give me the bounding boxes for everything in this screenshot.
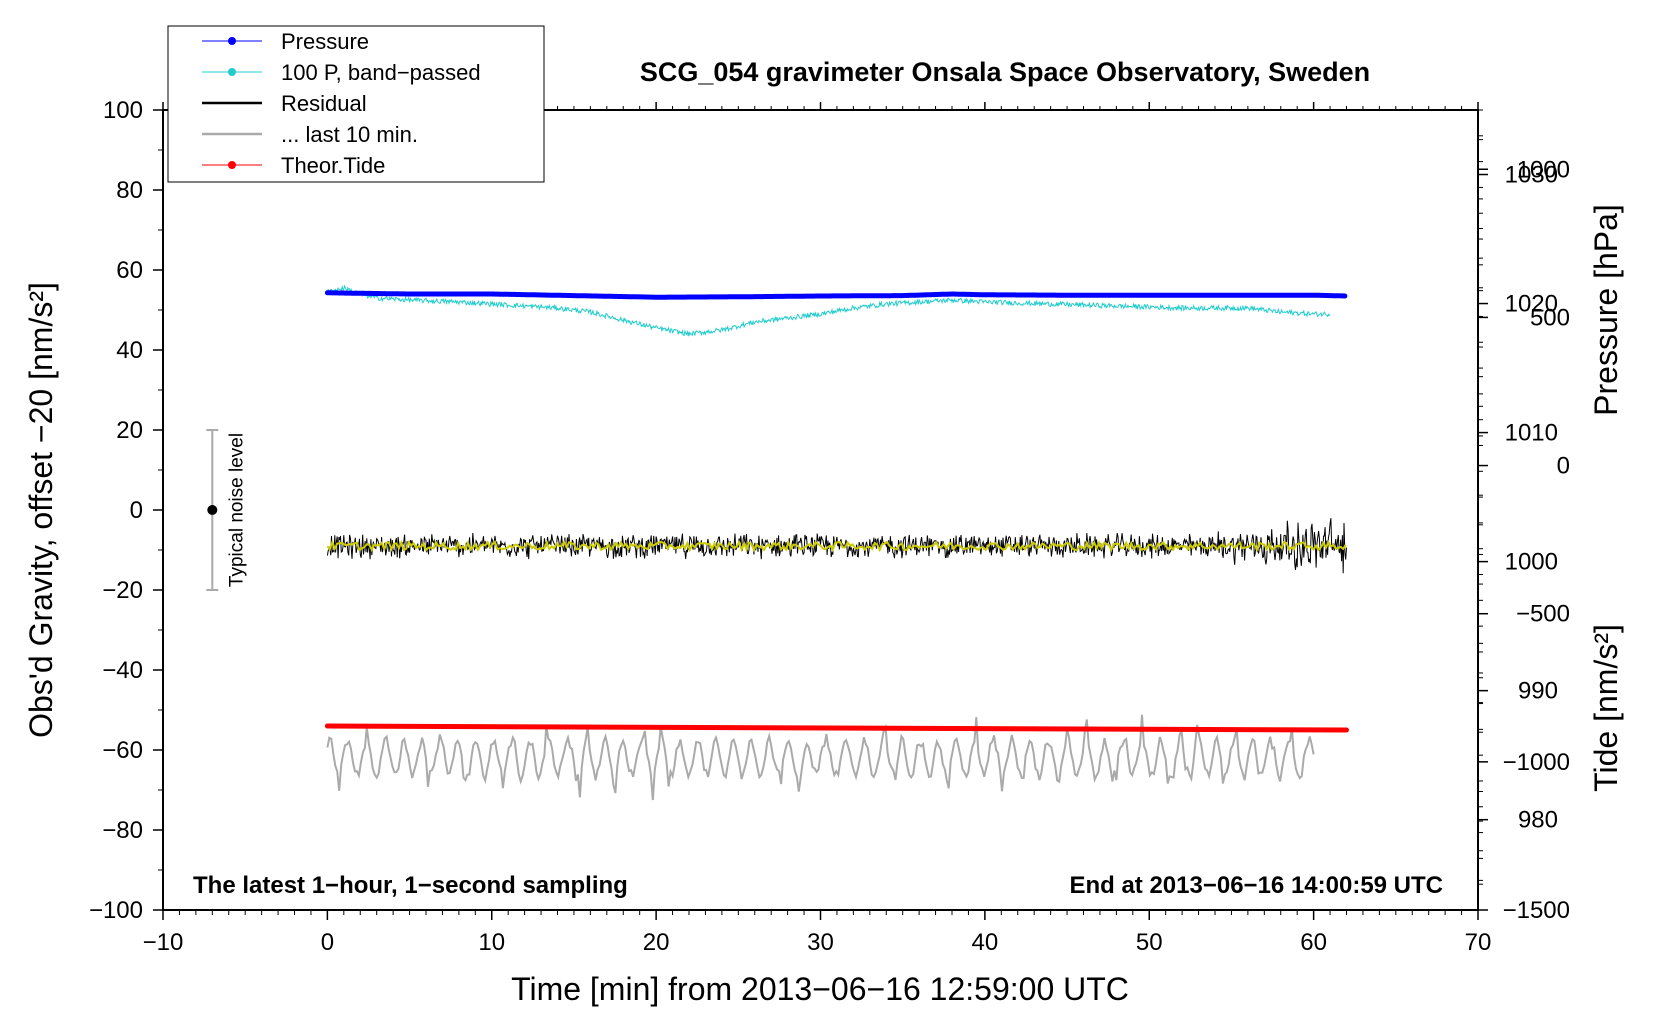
series-residual [326, 518, 1347, 574]
x-axis-ticks: −10 0 10 20 30 40 50 60 70 [143, 102, 1492, 956]
pressure-axis-title: Pressure [hPa] [1588, 204, 1624, 416]
series-pressure [324, 290, 1348, 300]
legend-swatch-dot [228, 68, 236, 76]
x-tick-label: 10 [478, 929, 505, 956]
y-tick-label: −80 [102, 817, 143, 844]
x-axis-title: Time [min] from 2013−06−16 12:59:00 UTC [511, 971, 1129, 1007]
legend-label: ... last 10 min. [281, 122, 418, 147]
series-last-10-min [326, 714, 1315, 801]
y-tick-label: 0 [130, 497, 143, 524]
y-tick-label: −40 [102, 657, 143, 684]
end-time-note: End at 2013−06−16 14:00:59 UTC [1069, 872, 1443, 899]
tide-tick-label: −500 [1516, 601, 1570, 628]
plot-frame [162, 109, 1479, 911]
x-tick-label: 40 [972, 929, 999, 956]
tide-tick-label: −1500 [1503, 897, 1570, 924]
series-theoretical-tide [324, 723, 1349, 733]
x-tick-label: 70 [1465, 929, 1492, 956]
x-tick-label: −10 [143, 929, 184, 956]
y-tick-label: −60 [102, 737, 143, 764]
tide-axis-title: Tide [nm/s²] [1588, 624, 1624, 792]
legend-swatch-dot [228, 37, 236, 45]
y-axis-title: Obs'd Gravity, offset −20 [nm/s²] [23, 282, 59, 738]
y-axis-ticks: 100 80 60 40 20 0 −20 −40 −60 −80 −100 [89, 97, 163, 924]
tide-tick-label: −1000 [1503, 749, 1570, 776]
y-tick-label: 80 [116, 177, 143, 204]
data-series [324, 284, 1349, 801]
legend-entries: Pressure 100 P, band−passed Residual ... la… [202, 29, 481, 178]
y-tick-label: 40 [116, 337, 143, 364]
pressure-tick-label: 1020 [1505, 291, 1558, 318]
x-tick-label: 50 [1136, 929, 1163, 956]
pressure-tick-label: 1010 [1505, 420, 1558, 447]
y-tick-label: 20 [116, 417, 143, 444]
legend-label: Pressure [281, 29, 369, 54]
y-tick-label: −100 [89, 897, 143, 924]
series-pressure-bandpassed [326, 284, 1331, 337]
tide-tick-label: 0 [1557, 453, 1570, 480]
chart-title: SCG_054 gravimeter Onsala Space Observat… [640, 57, 1370, 87]
tide-axis-ticks: 1000 500 0 −500 −1000 −1500 [1478, 139, 1570, 924]
tide-tick-label: 500 [1530, 304, 1570, 331]
sampling-note: The latest 1−hour, 1−second sampling [193, 872, 628, 899]
pressure-tick-label: 1000 [1505, 549, 1558, 576]
legend-label: Theor.Tide [281, 153, 385, 178]
x-tick-label: 60 [1300, 929, 1327, 956]
tide-tick-label: 1000 [1517, 156, 1570, 183]
legend: Pressure 100 P, band−passed Residual ... la… [167, 25, 545, 183]
y-tick-label: 100 [103, 97, 143, 124]
x-tick-label: 0 [321, 929, 334, 956]
pressure-tick-label: 990 [1518, 678, 1558, 705]
legend-label: 100 P, band−passed [281, 60, 481, 85]
legend-swatch-dot [228, 161, 236, 169]
pressure-tick-label: 1030 [1505, 162, 1558, 189]
x-tick-label: 20 [643, 929, 670, 956]
legend-label: Residual [281, 91, 367, 116]
y-tick-label: −20 [102, 577, 143, 604]
noise-indicator: Typical noise level [206, 429, 247, 591]
x-tick-label: 30 [807, 929, 834, 956]
series-residual-smoothed [326, 539, 1347, 553]
y-tick-label: 60 [116, 257, 143, 284]
pressure-axis-ticks: 1030 1020 1010 1000 990 980 [1478, 109, 1558, 885]
pressure-tick-label: 980 [1518, 807, 1558, 834]
noise-center-dot [207, 505, 218, 515]
noise-label: Typical noise level [226, 433, 247, 587]
